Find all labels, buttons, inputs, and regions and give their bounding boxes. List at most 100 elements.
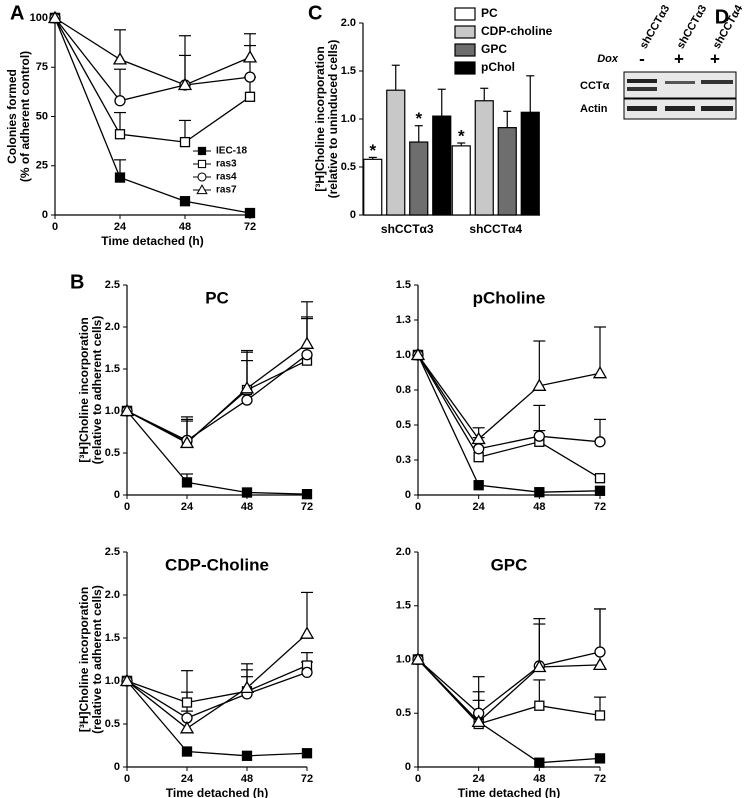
series-line <box>417 354 601 479</box>
marker <box>594 473 606 484</box>
band <box>701 106 733 111</box>
marker <box>179 720 195 734</box>
marker <box>410 347 426 361</box>
y-axis-label: (relative to adherent cells) <box>90 585 104 734</box>
chart: 0 0.5 1.0 1.5 2.0 GPC Time detached (h) 0 24 48 72 <box>396 546 608 798</box>
lane-label: shCCTα3 <box>675 3 710 51</box>
treatment: - <box>639 49 645 68</box>
x-tick-label: 24 <box>473 501 486 513</box>
y-tick-label: 0.5 <box>105 447 120 459</box>
chart: 0 0.5 1.0 1.5 2.0 2.5 B PC [³H]Choline incorpora… <box>70 271 315 513</box>
y-axis-label: (% of adherent control) <box>18 51 32 182</box>
chart-title: pCholine <box>473 288 546 307</box>
lane-label: shCCTα3 <box>638 3 673 51</box>
marker <box>244 71 256 83</box>
marker <box>473 480 484 491</box>
marker <box>594 710 606 721</box>
marker <box>119 673 135 687</box>
marker <box>179 435 195 449</box>
legend-marker <box>197 172 207 182</box>
legend-swatch <box>454 7 476 21</box>
y-tick-label: 0 <box>405 489 411 501</box>
y-tick-label: 2.5 <box>105 279 120 291</box>
x-tick-label: 72 <box>594 773 606 785</box>
chart: 0 25 50 75 100 A Time detached (h) Colonies for… <box>5 2 258 248</box>
y-tick-label: 2.0 <box>105 589 120 601</box>
series-line <box>126 671 308 719</box>
blot-panel: D shCCTα3 shCCTα3 shCCTα4 Dox - + + CCTα… <box>580 2 745 120</box>
band <box>627 79 657 83</box>
treatment: + <box>710 49 720 68</box>
series-line <box>54 17 251 102</box>
band <box>665 81 695 84</box>
x-axis-label: Time detached (h) <box>166 786 268 798</box>
y-tick-label: 1.5 <box>396 600 411 612</box>
y-tick-label: 1.5 <box>341 65 356 77</box>
y-axis-label: (relative to uninduced cells) <box>326 40 340 199</box>
legend-label: ras3 <box>216 159 237 170</box>
y-tick-label: 1.0 <box>396 653 411 665</box>
row-label: Actin <box>580 103 608 115</box>
error-bar <box>391 64 400 91</box>
error-bar <box>503 110 512 128</box>
error-bar <box>480 87 489 101</box>
y-tick-label: 0.5 <box>105 718 120 730</box>
y-tick-label: 1.3 <box>396 314 411 326</box>
series-line <box>54 17 251 86</box>
legend-swatch <box>454 43 476 57</box>
series-line <box>126 633 308 730</box>
x-axis-label: Time detached (h) <box>101 234 203 248</box>
series-line <box>126 360 308 443</box>
error-bar <box>457 142 466 146</box>
legend-swatch <box>454 25 476 39</box>
error-bar <box>414 125 423 143</box>
y-tick-label: 0.5 <box>396 707 411 719</box>
bar <box>386 89 406 216</box>
y-axis-label: [³H]Choline incorporation <box>77 317 91 462</box>
marker <box>299 626 315 639</box>
band <box>665 106 695 111</box>
y-tick-label: 1.0 <box>105 405 120 417</box>
marker <box>532 378 547 391</box>
y-tick-label: 75 <box>36 61 48 73</box>
x-tick-label: 72 <box>301 773 313 785</box>
legend-label: pChol <box>481 60 515 74</box>
y-tick-label: 0.3 <box>396 454 411 466</box>
y-tick-label: 1.0 <box>341 113 356 125</box>
x-tick-label: 0 <box>52 221 58 233</box>
marker <box>242 50 258 63</box>
marker <box>592 365 608 379</box>
marker <box>534 757 545 768</box>
series-line <box>417 659 601 723</box>
error-bar <box>594 326 606 374</box>
band <box>627 87 657 91</box>
marker <box>114 95 126 107</box>
significance: * <box>369 141 376 160</box>
y-tick-label: 1.0 <box>105 675 120 687</box>
x-axis-label: Time detached (h) <box>458 786 560 798</box>
y-tick-label: 0 <box>114 761 120 773</box>
y-tick-label: 0 <box>114 489 120 501</box>
row-label: CCTα <box>580 80 610 92</box>
y-tick-label: 0 <box>405 761 411 773</box>
marker <box>532 659 547 673</box>
error-bar <box>526 75 535 113</box>
marker <box>114 129 126 140</box>
x-tick-label: shCCTα3 <box>381 222 434 236</box>
x-tick-label: 72 <box>594 501 606 513</box>
series-line <box>417 651 601 715</box>
marker <box>594 753 606 764</box>
marker <box>179 196 191 207</box>
series-line <box>54 17 251 143</box>
marker <box>114 172 126 183</box>
marker <box>534 487 545 498</box>
marker <box>239 381 255 394</box>
y-tick-label: 1.5 <box>105 363 120 375</box>
marker <box>594 436 606 448</box>
marker <box>534 700 545 711</box>
marker <box>181 746 193 757</box>
legend-label: PC <box>481 6 498 20</box>
error-bar <box>437 88 446 117</box>
band <box>627 106 657 111</box>
